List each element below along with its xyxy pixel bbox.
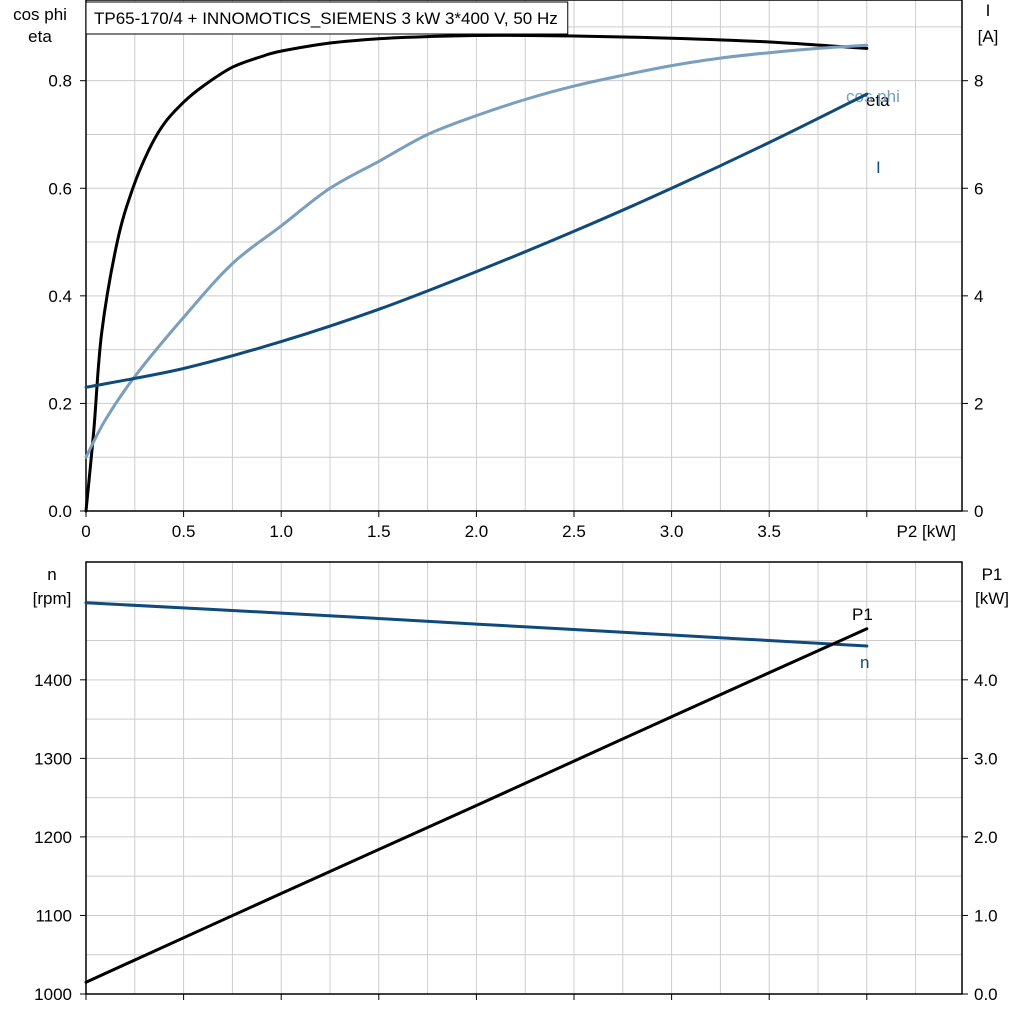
series-line-i bbox=[84, 92, 869, 389]
right-tick-label: 2.0 bbox=[974, 828, 998, 847]
plot-frame bbox=[85, 561, 963, 995]
series-label-i: I bbox=[876, 158, 881, 177]
x-tick-label: 2.5 bbox=[562, 522, 586, 541]
top-plot: 0.0 0.2 0.4 0.6 0.8 0 2 4 6 8 0 0.5 1.0 1.5 2.0 2.5 3.0 3… bbox=[13, 0, 998, 541]
right-tick-label: 4 bbox=[974, 287, 983, 306]
chart-title: TP65-170/4 + INNOMOTICS_SIEMENS 3 kW 3*4… bbox=[94, 9, 558, 28]
right-axis-label: [kW] bbox=[975, 589, 1009, 608]
left-tick-label: 1400 bbox=[34, 671, 72, 690]
left-tick-label: 0.6 bbox=[48, 179, 72, 198]
plot-frame bbox=[85, 0, 963, 512]
series-label-cos-phi: cos phi bbox=[846, 87, 900, 106]
left-tick-label: 1100 bbox=[35, 906, 72, 925]
left-axis-label: n bbox=[47, 565, 56, 584]
series-label-eta: eta bbox=[866, 91, 890, 110]
right-axis-label: [A] bbox=[978, 27, 999, 46]
right-tick-label: 2 bbox=[974, 394, 983, 413]
right-axis-label: P1 bbox=[982, 565, 1003, 584]
x-tick-label: 2.0 bbox=[465, 522, 489, 541]
series-line-eta bbox=[84, 33, 869, 513]
right-tick-label: 6 bbox=[974, 179, 983, 198]
left-tick-label: 1000 bbox=[34, 985, 72, 1004]
right-tick-label: 1.0 bbox=[974, 906, 998, 925]
series-line-p1 bbox=[84, 627, 869, 984]
x-tick-label: 3.0 bbox=[660, 522, 684, 541]
left-tick-label: 1200 bbox=[34, 828, 72, 847]
right-tick-label: 4.0 bbox=[974, 671, 998, 690]
x-tick-label: 0.5 bbox=[172, 522, 196, 541]
right-tick-label: 0.0 bbox=[974, 985, 998, 1004]
right-tick-label: 0 bbox=[974, 502, 983, 521]
series-label-p1: P1 bbox=[852, 605, 873, 624]
x-tick-label: 1.5 bbox=[367, 522, 391, 541]
x-axis-label: P2 [kW] bbox=[896, 522, 956, 541]
left-tick-label: 1300 bbox=[34, 749, 72, 768]
x-tick-label: 1.0 bbox=[269, 522, 293, 541]
series-label-n: n bbox=[860, 653, 869, 672]
right-axis-label: I bbox=[986, 1, 991, 20]
chart-title-box: TP65-170/4 + INNOMOTICS_SIEMENS 3 kW 3*4… bbox=[85, 1, 569, 35]
left-axis-label: cos phi bbox=[13, 5, 67, 24]
bottom-plot: 1000 1100 1200 1300 1400 0.0 1.0 2.0 3.0 4.0 n [rpm… bbox=[33, 561, 1009, 1004]
series-line-cos-phi bbox=[84, 43, 869, 459]
x-tick-label: 0 bbox=[81, 522, 90, 541]
right-tick-label: 8 bbox=[974, 72, 983, 91]
left-tick-label: 0.4 bbox=[48, 287, 72, 306]
left-axis-label: [rpm] bbox=[33, 589, 72, 608]
left-tick-label: 0.2 bbox=[48, 394, 72, 413]
left-tick-label: 0.8 bbox=[48, 72, 72, 91]
series-line-n bbox=[84, 601, 869, 648]
left-tick-label: 0.0 bbox=[48, 502, 72, 521]
right-tick-label: 3.0 bbox=[974, 749, 998, 768]
left-axis-label: eta bbox=[28, 27, 52, 46]
x-tick-label: 3.5 bbox=[757, 522, 781, 541]
